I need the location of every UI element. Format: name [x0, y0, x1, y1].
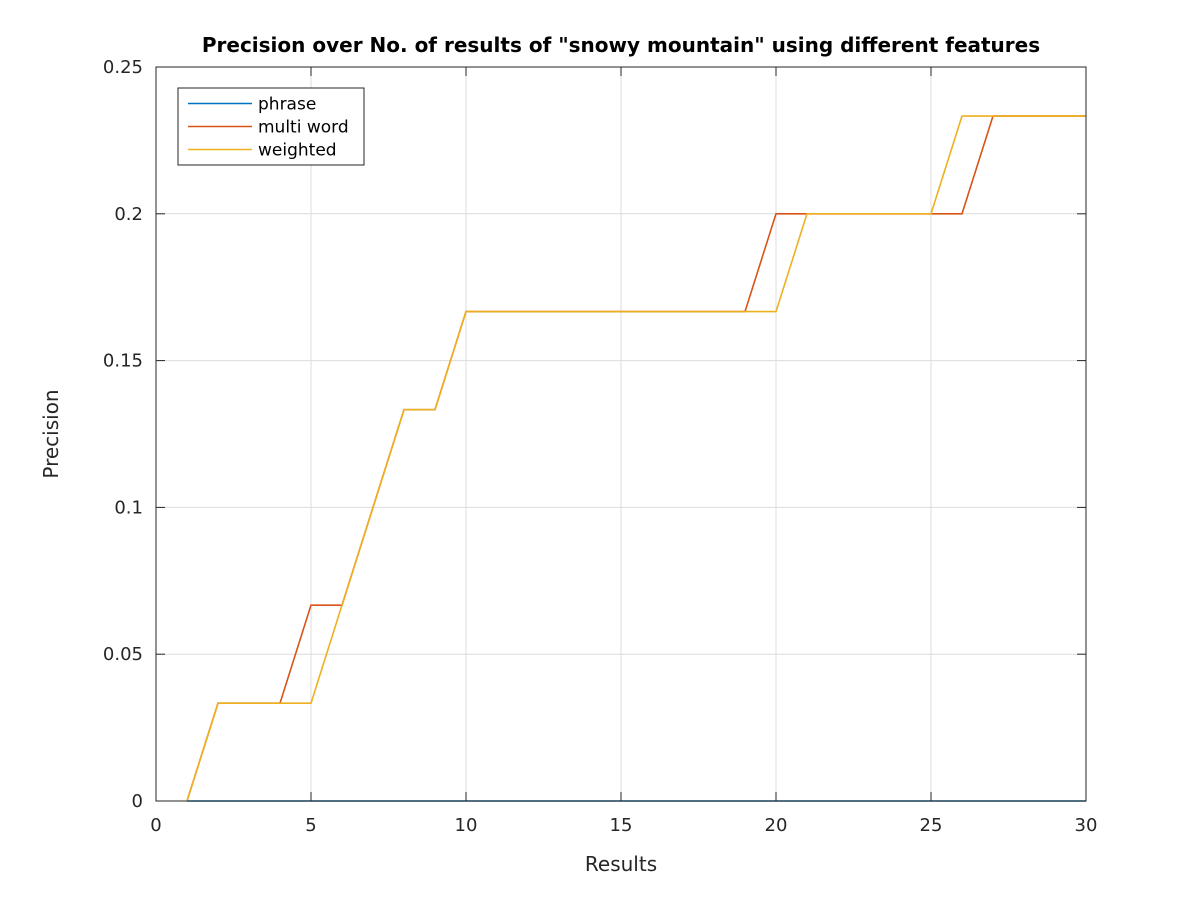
- y-tick-label: 0.2: [114, 204, 143, 225]
- series-line-weighted: [186, 115, 1086, 802]
- x-tick-label: 0: [150, 815, 161, 836]
- x-tick-label: 30: [1075, 815, 1098, 836]
- x-tick-label: 5: [305, 815, 316, 836]
- y-tick-label: 0: [132, 791, 143, 812]
- y-tick-label: 0.1: [114, 497, 143, 518]
- y-tick-label: 0.25: [103, 57, 143, 78]
- legend-label: phrase: [258, 95, 316, 115]
- legend: phrase multi word weighted: [177, 87, 365, 166]
- y-tick-label: 0.05: [103, 644, 143, 665]
- legend-box: [177, 87, 365, 166]
- axis-ticks: 0 5 10 15 20 25 30 0 0.05 0.1 0.15 0.2 0.25: [103, 57, 1098, 836]
- y-tick-label: 0.15: [103, 351, 143, 372]
- x-tick-label: 25: [920, 815, 943, 836]
- x-tick-label: 15: [610, 815, 633, 836]
- x-tick-label: 20: [765, 815, 788, 836]
- legend-label: weighted: [258, 141, 337, 161]
- chart-title: Precision over No. of results of "snowy …: [202, 33, 1040, 57]
- x-tick-label: 10: [455, 815, 478, 836]
- legend-label: multi word: [258, 118, 349, 138]
- y-axis-label: Precision: [39, 389, 63, 478]
- x-axis-label: Results: [585, 852, 657, 876]
